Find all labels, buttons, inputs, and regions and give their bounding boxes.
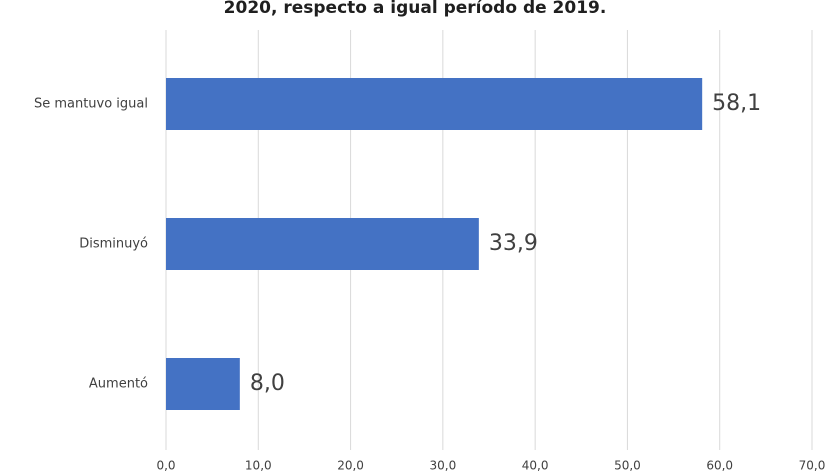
x-tick-label: 10,0 xyxy=(245,459,272,473)
value-label: 8,0 xyxy=(250,371,285,396)
x-tick-label: 0,0 xyxy=(156,459,175,473)
value-label: 58,1 xyxy=(712,91,761,116)
x-tick-label: 40,0 xyxy=(522,459,549,473)
x-tick-label: 70,0 xyxy=(799,459,826,473)
x-tick-label: 60,0 xyxy=(706,459,733,473)
chart-title: 2020, respecto a igual período de 2019. xyxy=(224,0,607,18)
bar xyxy=(166,218,479,270)
x-tick-label: 50,0 xyxy=(614,459,641,473)
y-tick-label: Disminuyó xyxy=(79,237,148,252)
bar xyxy=(166,358,240,410)
value-label: 33,9 xyxy=(489,231,538,256)
x-tick-label: 30,0 xyxy=(429,459,456,473)
x-tick-label: 20,0 xyxy=(337,459,364,473)
y-tick-label: Se mantuvo igual xyxy=(34,97,148,112)
y-tick-label: Aumentó xyxy=(89,377,148,392)
bar xyxy=(166,78,703,130)
